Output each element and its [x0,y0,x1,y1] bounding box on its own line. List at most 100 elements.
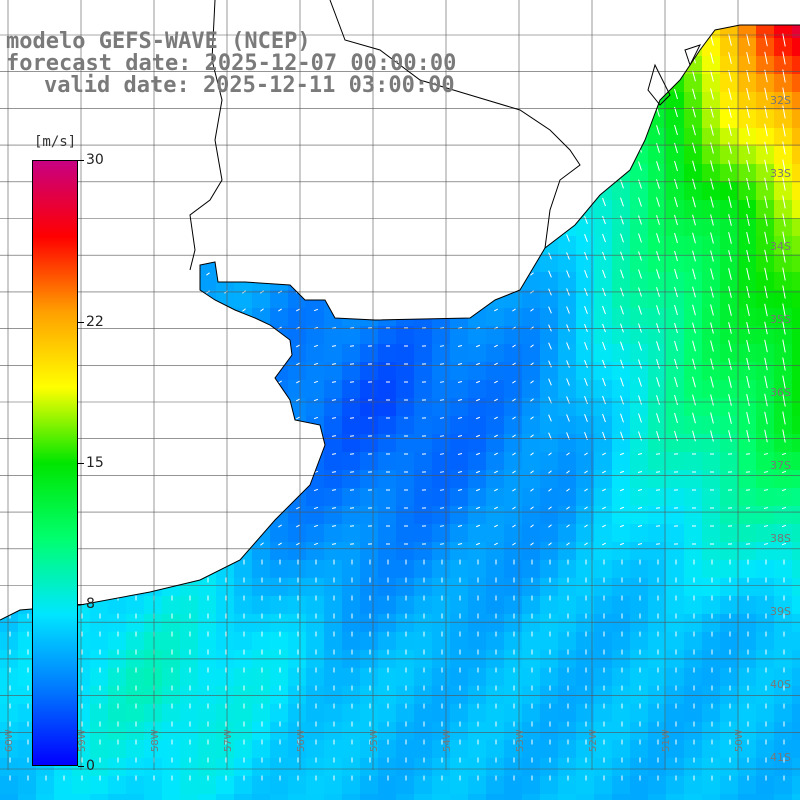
wind-vector [133,327,139,329]
wind-cell [180,488,198,506]
wind-cell [486,308,504,326]
wind-cell [324,632,342,650]
wind-cell [630,236,648,254]
wind-cell [432,794,450,800]
longitude-label: 56W [296,729,307,752]
wind-vector [475,272,481,276]
wind-cell [162,344,180,362]
wind-cell [594,200,612,218]
wind-vector [746,123,750,137]
wind-cell [108,614,126,632]
wind-vector [764,213,768,227]
wind-cell [666,416,684,434]
wind-cell [558,128,576,146]
wind-cell [522,740,540,758]
wind-cell [288,632,306,650]
wind-cell [522,290,540,308]
wind-cell [540,614,558,632]
wind-cell [468,686,486,704]
wind-vector [260,362,264,366]
wind-vector [512,200,516,204]
wind-vector [728,304,732,316]
wind-cell [180,362,198,380]
wind-vector [638,107,642,117]
wind-cell [594,254,612,272]
wind-cell [90,110,108,128]
wind-vector [656,53,660,63]
wind-cell [378,308,396,326]
wind-cell [342,488,360,506]
wind-cell [126,452,144,470]
wind-cell [684,272,702,290]
wind-vector [475,542,481,546]
wind-vector [206,218,210,222]
wind-vector [566,524,570,528]
wind-cell [774,542,792,560]
wind-cell [540,398,558,416]
wind-cell [612,272,630,290]
wind-cell [468,668,486,686]
wind-cell [360,146,378,164]
wind-vector [439,147,445,149]
wind-cell [180,632,198,650]
wind-vector [619,470,625,474]
wind-cell [540,128,558,146]
wind-cell [414,596,432,614]
wind-cell [738,668,756,686]
wind-cell [468,110,486,128]
wind-cell [198,182,216,200]
wind-cell [144,542,162,560]
wind-cell [756,794,774,800]
wind-cell [702,794,720,800]
wind-cell [18,614,36,632]
wind-vector [512,218,516,222]
wind-cell [450,686,468,704]
wind-vector [746,411,750,425]
wind-vector [584,324,588,332]
wind-vector [169,488,175,492]
wind-cell [774,596,792,614]
wind-cell [468,794,486,800]
wind-cell [450,488,468,506]
wind-cell [180,110,198,128]
wind-vector [764,375,768,389]
wind-vector [7,236,13,240]
wind-cell [576,452,594,470]
wind-cell [0,632,18,650]
wind-vector [494,236,498,240]
wind-cell [576,596,594,614]
wind-cell [684,434,702,452]
wind-vector [278,452,282,456]
wind-cell [252,164,270,182]
wind-cell [198,668,216,686]
wind-vector [602,215,606,225]
wind-cell [306,200,324,218]
wind-vector [692,142,696,154]
wind-cell [792,668,800,686]
wind-cell [396,794,414,800]
wind-cell [126,146,144,164]
wind-cell [756,254,774,272]
wind-cell [432,146,450,164]
wind-cell [792,92,800,110]
wind-cell [468,362,486,380]
wind-cell [666,542,684,560]
wind-cell [270,398,288,416]
wind-cell [396,344,414,362]
wind-cell [252,470,270,488]
wind-vector [494,506,498,510]
wind-cell [126,416,144,434]
wind-vector [728,376,732,388]
wind-vector [169,110,175,114]
wind-cell [522,560,540,578]
wind-vector [566,488,570,492]
wind-cell [450,380,468,398]
wind-cell [612,326,630,344]
wind-vector [25,543,31,545]
wind-cell [90,398,108,416]
wind-cell [522,488,540,506]
wind-cell [738,614,756,632]
wind-vector [674,160,678,172]
wind-vector [782,429,786,443]
